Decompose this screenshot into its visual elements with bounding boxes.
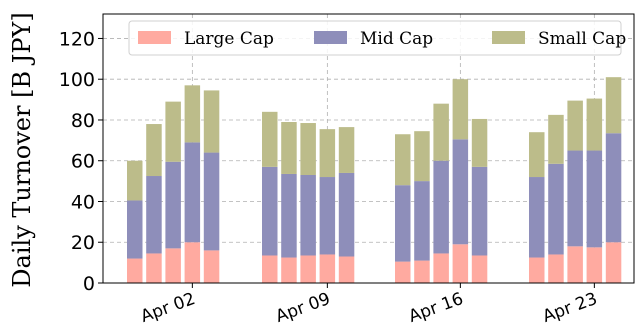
y-tick-label: 100 (59, 69, 95, 91)
bar-small-cap (184, 85, 201, 143)
y-tick-label: 0 (83, 273, 95, 295)
bar-mid-cap (319, 177, 336, 255)
bar-small-cap (281, 122, 297, 174)
bar-small-cap (262, 111, 278, 167)
bar-large-cap (586, 247, 603, 283)
bar-mid-cap (127, 200, 143, 259)
bar-small-cap (338, 127, 355, 173)
bar-small-cap (471, 118, 488, 167)
bar-small-cap (586, 98, 603, 151)
bar-mid-cap (605, 133, 622, 243)
y-axis-title: Daily Turnover [B JPY] (8, 12, 36, 287)
bar-small-cap (203, 90, 220, 153)
y-axis: 0 20 40 60 80 100 120 (59, 28, 103, 295)
bar-mid-cap (262, 166, 278, 256)
bar-large-cap (319, 254, 336, 283)
bar-large-cap (146, 253, 162, 283)
y-tick-label: 40 (71, 191, 95, 213)
bar-large-cap (395, 261, 411, 283)
bar-mid-cap (529, 177, 545, 258)
bar-large-cap (281, 257, 297, 283)
bar-mid-cap (567, 150, 583, 247)
bar-mid-cap (414, 181, 430, 261)
bar-mid-cap (300, 174, 316, 256)
x-tick-label: Apr 09 (273, 289, 333, 327)
bar-small-cap (548, 114, 564, 164)
legend-label: Small Cap (538, 29, 626, 49)
y-tick-label: 60 (71, 151, 95, 173)
bar-large-cap (529, 257, 545, 283)
bar-small-cap (414, 131, 430, 182)
bar-mid-cap (433, 160, 449, 254)
legend-label: Mid Cap (360, 29, 433, 49)
bar-small-cap (605, 77, 622, 134)
bar-mid-cap (281, 173, 297, 258)
x-tick-label: Apr 23 (540, 289, 600, 327)
bar-small-cap (452, 79, 469, 140)
bar-large-cap (338, 256, 355, 283)
bar-small-cap (433, 103, 449, 161)
bar-large-cap (605, 242, 622, 283)
bar-large-cap (127, 258, 143, 283)
x-tick-label: Apr 02 (138, 289, 198, 327)
bar-mid-cap (395, 185, 411, 262)
plot-frame (102, 13, 635, 284)
legend-box (128, 20, 622, 56)
bar-large-cap (414, 260, 430, 283)
legend: Large Cap Mid Cap Small Cap (128, 20, 626, 56)
y-tick-label: 20 (71, 232, 95, 254)
bar-mid-cap (146, 176, 162, 254)
bar-large-cap (548, 254, 564, 283)
bar-large-cap (452, 244, 469, 283)
bar-mid-cap (471, 166, 488, 256)
bar-small-cap (567, 100, 583, 151)
bar-large-cap (433, 253, 449, 283)
y-tick-label: 80 (71, 110, 95, 132)
bar-large-cap (165, 248, 181, 283)
legend-swatch (138, 31, 171, 44)
bar-small-cap (165, 101, 181, 162)
bar-large-cap (471, 255, 488, 283)
bar-small-cap (127, 160, 143, 201)
bar-mid-cap (165, 161, 181, 249)
y-tick-label: 120 (59, 28, 95, 50)
bar-small-cap (146, 124, 162, 177)
bar-large-cap (300, 255, 316, 283)
bar-mid-cap (184, 142, 201, 243)
x-axis: Apr 02 Apr 09 Apr 16 Apr 23 (138, 283, 600, 327)
bar-large-cap (184, 242, 201, 283)
legend-swatch (492, 31, 525, 44)
x-tick-label: Apr 16 (406, 289, 466, 327)
bar-large-cap (567, 246, 583, 283)
bar-mid-cap (586, 150, 603, 248)
bar-large-cap (203, 250, 220, 283)
bar-small-cap (529, 132, 545, 178)
bar-mid-cap (452, 139, 469, 245)
bar-small-cap (395, 134, 411, 186)
bar-mid-cap (203, 152, 220, 251)
bar-small-cap (319, 129, 336, 178)
bar-stacks (127, 77, 622, 283)
legend-label: Large Cap (184, 29, 274, 49)
bar-small-cap (300, 123, 316, 175)
bar-mid-cap (548, 163, 564, 255)
bar-large-cap (262, 255, 278, 283)
bar-mid-cap (338, 172, 355, 257)
legend-swatch (314, 31, 347, 44)
